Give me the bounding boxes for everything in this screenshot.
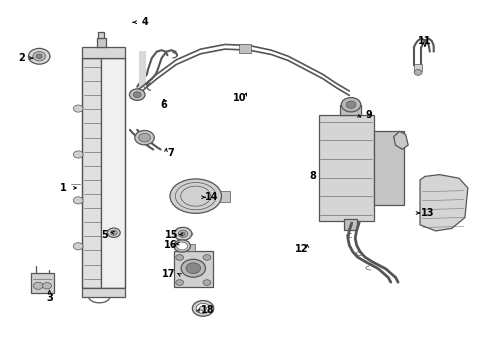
Text: 9: 9 (365, 111, 371, 121)
Circle shape (36, 54, 42, 58)
Bar (173, 251, 212, 287)
Circle shape (73, 197, 83, 204)
Bar (98, 32, 104, 39)
Bar (176, 238, 181, 240)
Text: 10: 10 (232, 93, 246, 103)
Text: 5: 5 (101, 230, 108, 239)
Circle shape (73, 151, 83, 158)
Circle shape (196, 303, 209, 314)
Text: 3: 3 (46, 293, 53, 303)
Circle shape (174, 227, 191, 240)
Circle shape (133, 92, 141, 98)
Circle shape (199, 306, 206, 311)
Text: 12: 12 (295, 244, 308, 254)
Bar (185, 244, 195, 251)
Circle shape (33, 51, 45, 61)
Circle shape (173, 240, 190, 252)
Circle shape (176, 242, 187, 250)
Text: 6: 6 (161, 100, 167, 110)
Text: 17: 17 (162, 269, 175, 279)
Circle shape (33, 282, 43, 289)
Circle shape (107, 228, 120, 237)
Circle shape (181, 232, 184, 235)
Text: 7: 7 (167, 148, 173, 158)
Circle shape (192, 301, 213, 316)
Circle shape (42, 283, 51, 289)
Bar (139, 51, 145, 87)
Polygon shape (419, 175, 467, 231)
Bar (413, 64, 422, 71)
Circle shape (341, 98, 360, 112)
Bar (82, 58, 125, 288)
Circle shape (73, 243, 83, 250)
Text: 13: 13 (420, 208, 434, 218)
Circle shape (129, 89, 145, 100)
Bar (31, 273, 54, 293)
Circle shape (175, 280, 183, 285)
Circle shape (185, 263, 200, 274)
Bar (82, 58, 101, 288)
Circle shape (73, 105, 83, 112)
Text: 2: 2 (18, 53, 24, 63)
Bar (97, 39, 105, 47)
Text: 11: 11 (417, 36, 431, 46)
Circle shape (178, 230, 187, 237)
Ellipse shape (170, 179, 221, 213)
Text: 1: 1 (60, 183, 66, 193)
Bar (176, 228, 181, 230)
Bar (238, 44, 250, 53)
Text: 14: 14 (204, 192, 218, 202)
Bar (344, 220, 356, 230)
Circle shape (203, 280, 210, 285)
Circle shape (413, 69, 421, 75)
Bar (318, 116, 373, 221)
Bar (216, 191, 229, 202)
Text: 16: 16 (163, 240, 177, 250)
Bar (101, 58, 125, 288)
Text: 4: 4 (141, 17, 147, 27)
Bar (373, 131, 403, 205)
Circle shape (181, 259, 205, 277)
Circle shape (110, 230, 117, 235)
Circle shape (346, 101, 355, 108)
Bar (339, 105, 361, 116)
Circle shape (28, 48, 50, 64)
Polygon shape (393, 131, 407, 149)
Circle shape (175, 255, 183, 260)
Bar (82, 288, 125, 297)
Text: 15: 15 (164, 230, 178, 239)
Bar (82, 47, 125, 58)
Text: 8: 8 (309, 171, 316, 181)
Circle shape (203, 255, 210, 260)
Circle shape (139, 134, 150, 142)
Bar (188, 233, 193, 235)
Circle shape (135, 131, 154, 145)
Text: 18: 18 (201, 305, 214, 315)
